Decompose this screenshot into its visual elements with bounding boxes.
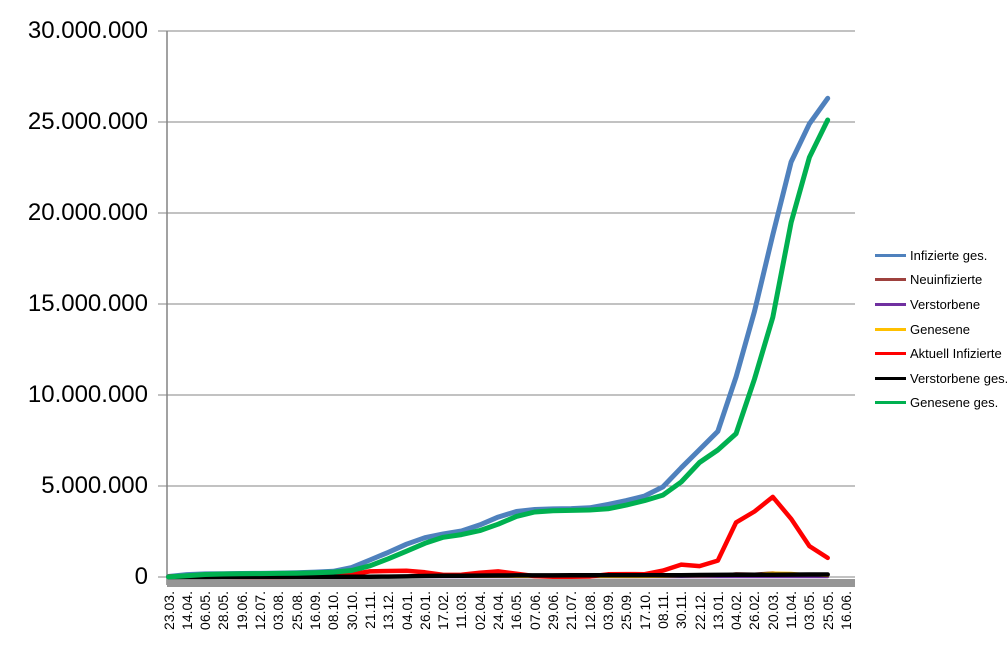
legend-swatch [875,401,906,405]
x-tick-label: 25.05. [819,591,836,630]
x-tick-label: 24.04. [490,591,507,630]
x-tick-label: 26.02. [746,591,763,630]
series-line-aktuell-infizierte [166,494,830,580]
x-tick-label: 26.01. [416,591,433,630]
x-tick-label: 12.07. [252,591,269,630]
x-tick-label: 06.05. [197,591,214,630]
legend-item: Neuinfizierte [875,268,1007,293]
legend-label: Verstorbene ges. [910,370,1007,386]
legend-swatch [875,278,906,282]
x-tick-label: 13.01. [709,591,726,630]
x-tick-label: 08.10. [325,591,342,630]
x-tick-label: 11.04. [783,591,800,629]
x-tick-label: 04.01. [398,591,415,630]
x-tick-label: 25.09. [618,591,635,630]
legend-swatch [875,302,906,306]
x-tick-label: 03.09. [599,591,616,630]
legend-item: Verstorbene ges. [875,366,1007,391]
y-tick-label: 5.000.000 [41,472,148,499]
x-tick-label: 13.12. [380,591,397,630]
x-tick-label: 16.09. [306,591,323,630]
legend-swatch [875,376,906,380]
x-tick-label: 16.06. [838,591,854,630]
x-tick-label: 11.03. [453,591,470,629]
y-tick-label: 15.000.000 [27,290,148,317]
legend-label: Neuinfizierte [910,272,983,288]
x-tick-label: 02.04. [471,591,488,630]
legend-label: Aktuell Infizierte [910,346,1002,362]
legend-item: Genesene [875,317,1007,342]
y-tick-label: 30.000.000 [27,17,148,44]
x-tick-label: 03.05. [801,591,818,630]
x-tick-label: 20.03. [764,591,781,630]
legend-label: Verstorbene [910,296,981,312]
y-tick-label: 0 [134,563,148,590]
series-line-infizierte-ges [166,95,831,579]
x-tick-label: 22.12. [691,591,708,630]
x-tick-label: 29.06. [545,591,562,630]
x-tick-label: 16.05. [508,591,525,630]
legend-label: Infizierte ges. [910,247,988,263]
x-tick-label: 21.07. [563,591,580,630]
legend-label: Genesene [910,321,970,337]
x-tick-label: 25.08. [288,591,305,630]
y-tick-label: 25.000.000 [27,108,148,135]
x-tick-label: 30.10. [343,591,360,630]
x-tick-label: 04.02. [728,591,745,630]
legend-label: Genesene ges. [910,395,999,411]
x-tick-label: 19.06. [233,591,250,630]
x-tick-label: 17.02. [435,591,452,630]
series-line-genesene-ges [166,117,831,580]
x-tick-label: 30.11. [673,591,690,629]
legend-item: Aktuell Infizierte [875,341,1007,366]
x-tick-label: 08.11. [654,591,671,629]
x-tick-label: 17.10. [636,591,653,630]
legend-swatch [875,253,906,257]
legend-item: Infizierte ges. [875,243,1007,268]
x-tick-label: 07.06. [526,591,543,630]
x-tick-label: 23.03. [160,591,177,630]
x-axis-band [167,579,855,587]
legend-swatch [875,352,906,356]
x-tick-label: 21.11. [361,591,378,629]
x-tick-label: 03.08. [270,591,287,630]
y-tick-label: 20.000.000 [27,199,148,226]
x-tick-label: 12.08. [581,591,598,630]
legend-item: Genesene ges. [875,391,1007,416]
y-tick-label: 10.000.000 [27,381,148,408]
series-line-verstorbene-ges [166,572,830,580]
legend: Infizierte ges. Neuinfizierte Verstorben… [875,243,1007,415]
legend-item: Verstorbene [875,292,1007,317]
x-tick-label: 14.04. [178,591,195,630]
legend-swatch [875,327,906,331]
x-tick-label: 28.05. [215,591,232,630]
